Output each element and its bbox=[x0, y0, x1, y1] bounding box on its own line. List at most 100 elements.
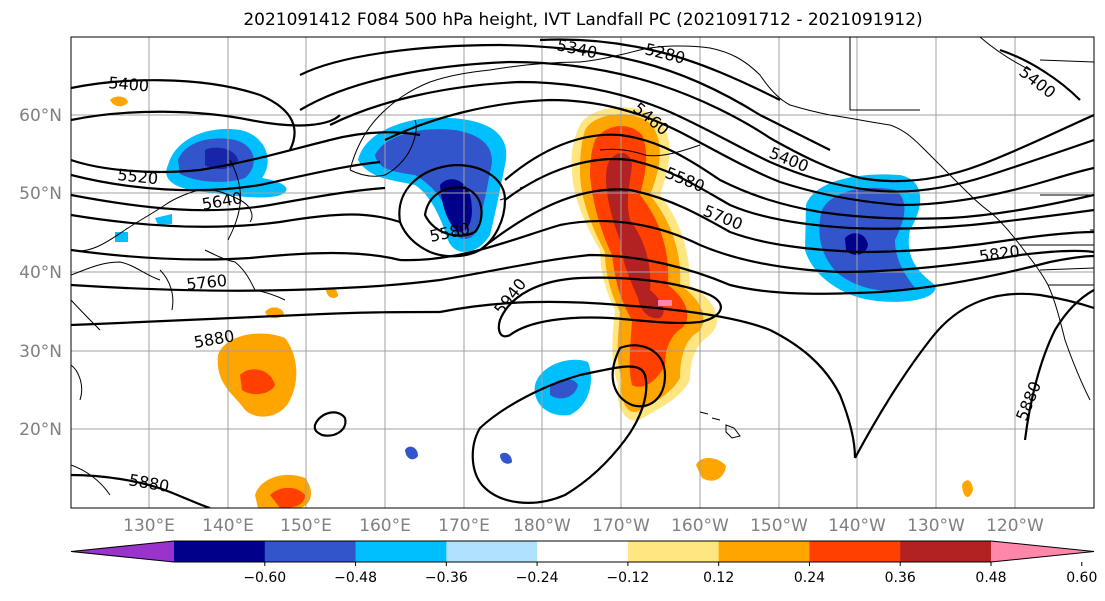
contour-5880-east-arm bbox=[1023, 289, 1094, 441]
pos-speck-5 bbox=[326, 288, 338, 298]
contour-5520-ridge bbox=[384, 98, 1094, 207]
contour-5880-corner bbox=[71, 473, 211, 508]
contour-trough-5580 bbox=[398, 163, 507, 258]
contour-5760-ridge bbox=[399, 220, 1094, 274]
neg-speck-4 bbox=[500, 452, 512, 464]
lat-label: 20°N bbox=[19, 420, 62, 440]
contour-trough-inner bbox=[423, 186, 483, 237]
contour-5760 bbox=[71, 248, 401, 262]
contour-5520 bbox=[71, 131, 421, 174]
contour-5880-south-ring bbox=[471, 365, 648, 504]
colorbar-segments bbox=[70, 540, 1095, 563]
colorbar-segment bbox=[627, 541, 720, 562]
colorbar-segment bbox=[264, 541, 357, 562]
pos-speck-3 bbox=[696, 457, 726, 481]
lon-label: 140°W bbox=[828, 516, 886, 536]
map-frame bbox=[70, 36, 1095, 509]
colorbar-outline bbox=[70, 540, 1095, 563]
lon-label: 120°W bbox=[986, 516, 1044, 536]
pos-plume-darkred bbox=[606, 153, 664, 319]
colorbar-tick-label: −0.36 bbox=[425, 570, 468, 586]
contour-5700-west bbox=[71, 213, 401, 228]
contour-label: 5760 bbox=[185, 271, 227, 294]
pos-blob-sw-core bbox=[270, 487, 305, 508]
colorbar-tick-label: −0.24 bbox=[516, 570, 559, 586]
contour-5580-west bbox=[71, 160, 381, 192]
contour-5940 bbox=[497, 276, 722, 338]
lat-label: 30°N bbox=[19, 342, 62, 362]
colorbar-segment bbox=[809, 541, 901, 562]
gridlines bbox=[71, 37, 1094, 508]
colorbar-segment bbox=[537, 541, 629, 562]
height-contours bbox=[71, 38, 1094, 508]
colorbar-segment bbox=[446, 541, 538, 562]
contour-5460-west bbox=[71, 110, 341, 127]
colorbar-tick-label: 0.60 bbox=[1066, 570, 1097, 586]
lon-label: 170°W bbox=[592, 516, 650, 536]
contour-5700-ridge bbox=[479, 188, 1094, 254]
contour-5820-west bbox=[71, 278, 441, 292]
pos-speck-1 bbox=[110, 96, 128, 107]
coast-west-coast bbox=[989, 211, 1094, 401]
contour-5580-ridge bbox=[504, 133, 1094, 220]
lat-label: 60°N bbox=[19, 106, 62, 126]
contour-5460-ridge bbox=[329, 80, 1094, 193]
colorbar-ticks: −0.60 −0.48 −0.36 −0.24 −0.12 0.12 0.24 0.36 0.4… bbox=[243, 562, 1097, 586]
lon-label: 170°E bbox=[438, 516, 490, 536]
coast-canada-borders bbox=[849, 37, 1094, 231]
contour-5340 bbox=[299, 43, 831, 151]
colorbar-tick-label: −0.60 bbox=[243, 570, 286, 586]
lat-label: 50°N bbox=[19, 184, 62, 204]
colorbar-tick-label: 0.36 bbox=[885, 570, 916, 586]
colorbar-segment bbox=[991, 541, 1094, 562]
coast-asia bbox=[71, 189, 253, 496]
pos-speck-4 bbox=[962, 480, 973, 497]
contour-5880-west bbox=[71, 310, 441, 327]
contour-5820-ridge bbox=[439, 253, 1094, 295]
contour-5400-west bbox=[71, 79, 296, 151]
coast-hawaii bbox=[699, 411, 741, 439]
colorbar-segment bbox=[71, 541, 174, 562]
colorbar-segment bbox=[900, 541, 992, 562]
lat-label: 40°N bbox=[19, 263, 62, 283]
colorbar: −0.60 −0.48 −0.36 −0.24 −0.12 0.12 0.24 0.36 0.4… bbox=[70, 540, 1097, 586]
neg-speck-1 bbox=[115, 232, 128, 242]
colorbar-tick-label: 0.24 bbox=[794, 570, 825, 586]
lon-label: 160°W bbox=[671, 516, 729, 536]
contour-5880-sw-loop bbox=[611, 344, 667, 408]
colorbar-segment bbox=[174, 541, 266, 562]
contour-5400-ridge bbox=[299, 60, 1094, 183]
contour-label: 5400 bbox=[108, 73, 150, 95]
neg-speck-3 bbox=[405, 446, 418, 460]
contour-5880-small bbox=[313, 411, 347, 437]
colorbar-segment bbox=[718, 541, 810, 562]
latitude-labels: 60°N 50°N 40°N 30°N 20°N bbox=[19, 106, 62, 440]
lon-label: 150°E bbox=[280, 516, 332, 536]
pos-blob-west-core bbox=[240, 369, 275, 395]
colorbar-segment bbox=[355, 541, 447, 562]
colorbar-tick-label: −0.12 bbox=[606, 570, 649, 586]
lon-label: 180°W bbox=[513, 516, 571, 536]
lon-label: 130°E bbox=[123, 516, 175, 536]
colorbar-tick-label: 0.12 bbox=[703, 570, 734, 586]
figure-title: 2021091412 F084 500 hPa height, IVT Land… bbox=[243, 10, 922, 30]
coast-alaska bbox=[579, 45, 991, 213]
lon-label: 160°E bbox=[359, 516, 411, 536]
lon-label: 150°W bbox=[750, 516, 808, 536]
contour-5640-ridge bbox=[504, 158, 1094, 230]
coast-japan bbox=[159, 159, 286, 311]
contour-5880-east bbox=[439, 292, 1094, 459]
colorbar-tick-label: −0.48 bbox=[334, 570, 377, 586]
lon-label: 130°W bbox=[907, 516, 965, 536]
contour-5400-east bbox=[999, 48, 1081, 101]
neg-speck-2 bbox=[155, 214, 172, 225]
contour-5280 bbox=[539, 38, 781, 101]
lon-label: 140°E bbox=[202, 516, 254, 536]
neg-blob-east-mid bbox=[819, 187, 915, 292]
pos-plume-pink bbox=[658, 300, 672, 306]
longitude-labels: 130°E 140°E 150°E 160°E 170°E 180°W 170°… bbox=[123, 516, 1044, 536]
colorbar-tick-label: 0.48 bbox=[975, 570, 1006, 586]
map-content: 5400 5340 5280 5400 5460 5520 5640 5580 … bbox=[71, 37, 1094, 508]
contour-label: 5520 bbox=[117, 165, 159, 188]
